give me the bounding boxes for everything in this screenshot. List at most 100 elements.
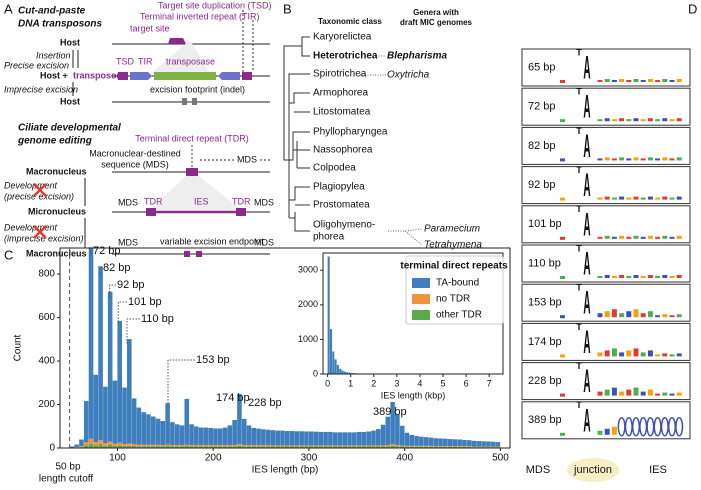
logo-glyph xyxy=(560,80,565,83)
bar xyxy=(184,445,189,447)
logo-glyph xyxy=(634,275,639,278)
bar xyxy=(280,445,285,446)
bar xyxy=(151,445,156,447)
logo-glyph xyxy=(605,275,610,278)
bar xyxy=(357,432,362,445)
logo-glyph xyxy=(641,158,646,160)
logo-letter: T xyxy=(576,322,582,332)
x-tick-label: 6 xyxy=(464,378,469,388)
label: MDS xyxy=(118,237,138,247)
bar xyxy=(122,388,127,445)
bar xyxy=(443,439,448,446)
taxon: Nassophorea xyxy=(313,145,373,156)
bar xyxy=(295,445,300,446)
logo-glyph xyxy=(648,350,653,356)
bar xyxy=(433,438,438,446)
bar xyxy=(223,428,228,445)
bar xyxy=(457,440,462,447)
bar xyxy=(472,446,477,447)
logo-glyph xyxy=(634,118,639,121)
bar xyxy=(108,292,113,442)
logo-glyph xyxy=(626,276,631,278)
label: Development xyxy=(4,180,58,190)
bar xyxy=(146,445,151,447)
label: Terminal inverted repeat (TIR) xyxy=(140,11,260,21)
bar xyxy=(74,445,79,448)
title: genome editing xyxy=(17,136,92,147)
bar xyxy=(395,415,400,445)
ta xyxy=(236,208,246,216)
logo-glyph xyxy=(670,315,675,317)
logo-glyph xyxy=(648,118,653,121)
bar xyxy=(208,428,213,445)
row-label: 174 bp xyxy=(528,336,562,348)
bar xyxy=(400,426,405,446)
logo-glyph xyxy=(598,80,603,82)
logo-glyph xyxy=(670,158,675,160)
logo-glyph xyxy=(612,158,617,160)
bar xyxy=(366,431,371,445)
row-label: 228 bp xyxy=(528,375,562,387)
label: TSD xyxy=(116,56,135,66)
bar xyxy=(170,422,175,445)
logo-glyph xyxy=(648,79,653,82)
bar xyxy=(481,446,486,447)
peak-label: 82 bp xyxy=(103,262,131,274)
bar xyxy=(132,444,137,446)
bar xyxy=(339,369,341,374)
bar xyxy=(414,436,419,446)
panel-label: A xyxy=(4,1,13,16)
logo-glyph xyxy=(619,236,624,239)
label: Terminal direct repeat (TDR) xyxy=(135,133,249,143)
logo-letter: A xyxy=(583,208,590,243)
genus: Tetrahymena xyxy=(424,240,482,251)
bar xyxy=(486,441,491,446)
logo-glyph xyxy=(677,314,682,317)
logo-glyph xyxy=(648,275,653,278)
y-tick-label: 0 xyxy=(49,443,55,454)
x-tick-label: 3 xyxy=(394,378,399,388)
bar xyxy=(242,419,247,445)
logo-glyph xyxy=(655,119,660,121)
bar xyxy=(213,428,218,445)
tree xyxy=(284,37,310,231)
logo-glyph xyxy=(677,393,682,396)
logo-glyph xyxy=(598,313,603,317)
logo-glyph xyxy=(605,311,610,317)
bar xyxy=(332,352,334,374)
label: Macronucleus xyxy=(26,248,87,258)
bar xyxy=(213,445,218,446)
annotation: 50 bp xyxy=(55,462,80,473)
bar xyxy=(481,441,486,446)
bar xyxy=(337,365,339,374)
axis-label: IES xyxy=(649,464,667,476)
label: Micronucleus xyxy=(28,206,86,216)
bar xyxy=(362,445,367,446)
bar xyxy=(242,445,247,446)
bar xyxy=(371,431,376,446)
bar xyxy=(448,446,453,447)
bar xyxy=(328,256,330,374)
taxon: Armophorea xyxy=(313,88,368,99)
logo-glyph xyxy=(634,309,639,317)
label: (precise excision) xyxy=(4,191,74,201)
legend-swatch xyxy=(412,278,430,288)
axis-label: junction xyxy=(573,464,612,476)
label: TIR xyxy=(138,56,153,66)
bar xyxy=(352,432,357,445)
bar xyxy=(381,425,386,446)
bar xyxy=(433,446,438,447)
logo-glyph xyxy=(560,198,565,201)
bar xyxy=(228,425,233,445)
bar xyxy=(496,442,501,446)
bar xyxy=(424,437,429,446)
bar xyxy=(175,424,180,445)
genus: Paramecium xyxy=(424,224,480,235)
bar xyxy=(330,329,332,374)
logo-letter: A xyxy=(583,326,590,361)
bar xyxy=(103,387,108,444)
bar xyxy=(194,445,199,446)
bar xyxy=(400,445,405,446)
